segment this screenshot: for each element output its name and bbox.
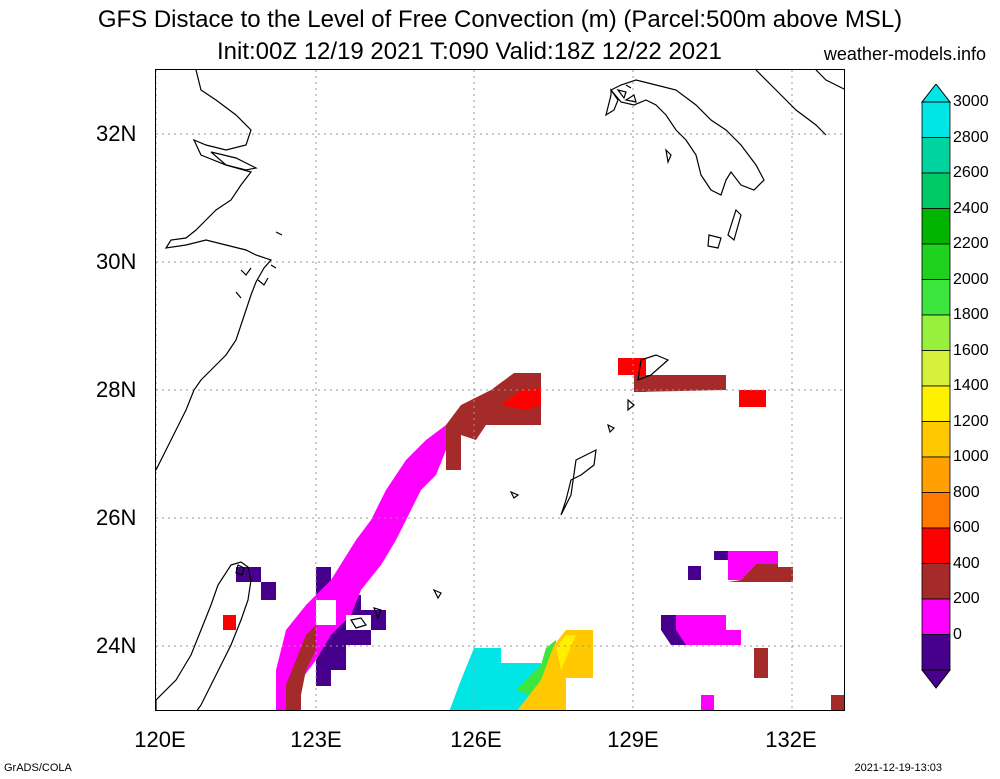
honshu-tip [755,70,844,136]
taiwan-islet [235,564,245,576]
field-brown-upper [446,373,541,470]
colorbar-label: 2000 [953,270,989,288]
ryukyu-3 [627,398,635,412]
colorbar-swatch [921,137,951,174]
lon-label-132e: 132E [765,727,817,752]
field-purple-se2 [688,566,701,580]
lon-label-126e: 126E [450,727,502,752]
yaeyama [350,607,382,629]
colorbar-label: 1200 [953,412,989,430]
field-brown-strip [286,625,316,710]
colorbar-swatch [921,314,951,351]
field-yellow2 [556,635,576,670]
colorbar-label: 1000 [953,448,989,465]
ryukyu-5 [509,490,520,499]
field-magenta-band [276,420,461,710]
field-brown-se3 [831,695,844,710]
colorbar-swatch [921,598,951,635]
colorbar-swatch [921,385,951,422]
colorbar-swatch [921,208,951,245]
grid-lines [156,70,844,710]
kyushu-west [605,88,637,117]
field-layer [223,358,844,710]
colorbar-label: 1800 [953,306,989,323]
field-cyan [449,648,541,710]
colorbar-swatch [921,456,951,493]
footer-right: 2021-12-19-13:03 [854,762,942,774]
site-label: weather-models.info [823,44,986,64]
colorbar-swatch [921,563,951,600]
china-coast [156,70,273,471]
field-gap2 [346,615,371,630]
colorbar-label: 3000 [953,93,989,110]
colorbar-swatch [921,492,951,529]
field-magenta-se [728,551,778,580]
footer-left: GrADS/COLA [4,762,72,774]
field-magenta-se2 [676,615,741,645]
map-svg [156,70,844,710]
colorbar-label: 200 [953,590,980,607]
colorbar-label: 2800 [953,128,989,146]
goto [616,84,632,100]
lon-label-123e: 123E [290,727,342,752]
field-brown-se [728,564,793,582]
colorbar-label: 2400 [953,199,989,217]
chart-subtitle: Init:00Z 12/19 2021 T:090 Valid:18Z 12/2… [217,38,722,65]
field-red-ne2 [739,390,766,407]
colorbar-label: 2600 [953,164,989,181]
field-gap [316,600,336,625]
taiwan [156,561,252,710]
field-green [516,640,556,695]
lat-label-24n: 24N [96,633,137,658]
zhejiang-islands [235,231,283,299]
colorbar-swatch [921,279,951,316]
ryukyu-1 [560,448,597,516]
island-e [432,588,442,600]
lat-label-28n: 28N [96,377,137,402]
yakushima [707,234,722,249]
lat-label-32n: 32N [96,121,137,146]
colorbar-swatch [921,634,951,671]
colorbar-swatch [921,350,951,387]
coastlines [156,70,844,710]
colorbar-label: 400 [953,554,980,572]
tanegashima [727,208,742,242]
field-yellow [517,630,593,710]
kyushu [610,79,765,196]
china-coast-2 [210,151,258,171]
colorbar-label: 0 [953,625,962,643]
colorbar [920,84,952,689]
colorbar-label: 800 [953,483,980,501]
ryukyu-4 [607,423,616,434]
field-brown-se2 [754,648,768,678]
colorbar-label: 1400 [953,377,989,394]
field-magenta-se3 [701,695,714,710]
ryukyu-2 [637,354,670,381]
lon-label-129e: 129E [607,727,659,752]
colorbar-swatch [921,421,951,458]
colorbar-swatch [921,101,951,138]
field-red-upper [501,388,541,410]
lat-label-26n: 26N [96,505,137,530]
colorbar-swatch [921,527,951,564]
koshiki [665,148,672,165]
colorbar-label: 600 [953,519,980,536]
colorbar-label: 2200 [953,235,989,252]
colorbar-swatch [921,172,951,209]
field-brown-ne [634,375,726,392]
map-panel [155,69,845,711]
chart-title: GFS Distace to the Level of Free Convect… [97,6,903,33]
field-purple-w [236,567,276,600]
field-red-w [223,615,236,630]
colorbar-label: 1600 [953,341,989,359]
lat-label-30n: 30N [96,249,137,274]
colorbar-swatch [921,243,951,280]
lon-label-120e: 120E [134,727,186,752]
